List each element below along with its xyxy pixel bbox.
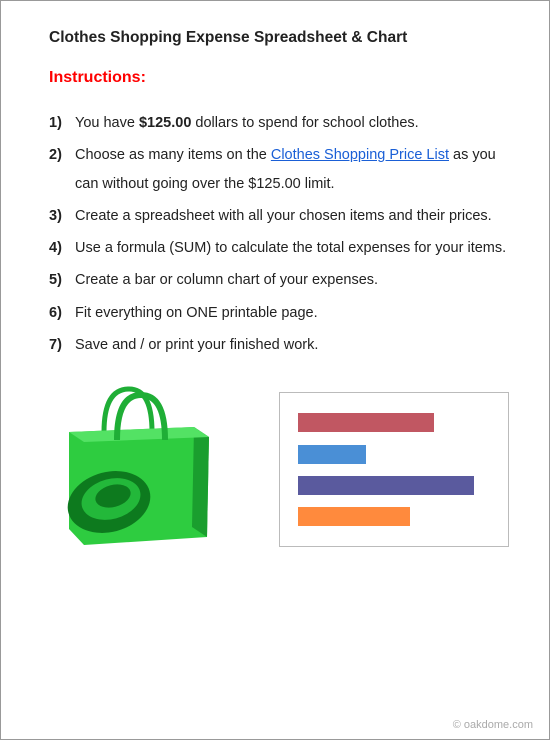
bag-side: [192, 427, 209, 537]
chart-bar-1: [298, 413, 434, 432]
instruction-list: You have $125.00 dollars to spend for sc…: [49, 109, 509, 359]
page-title: Clothes Shopping Expense Spreadsheet & C…: [49, 29, 509, 47]
expense-bar-chart: [279, 392, 509, 547]
step-1: You have $125.00 dollars to spend for sc…: [49, 109, 509, 137]
step-1-text-a: You have: [75, 115, 139, 131]
illustration-row: [49, 377, 509, 547]
step-2: Choose as many items on the Clothes Shop…: [49, 141, 509, 198]
chart-bar-4: [298, 507, 410, 526]
step-7: Save and / or print your finished work.: [49, 331, 509, 359]
price-list-link[interactable]: Clothes Shopping Price List: [271, 147, 449, 163]
credit-text: © oakdome.com: [453, 719, 533, 731]
chart-bar-2: [298, 445, 366, 464]
shopping-bag-icon: [49, 377, 229, 547]
step-3: Create a spreadsheet with all your chose…: [49, 202, 509, 230]
chart-bar-3: [298, 476, 474, 495]
instructions-heading: Instructions:: [49, 69, 509, 87]
step-6: Fit everything on ONE printable page.: [49, 299, 509, 327]
step-2-text-a: Choose as many items on the: [75, 147, 271, 163]
step-1-text-c: dollars to spend for school clothes.: [191, 115, 418, 131]
step-4: Use a formula (SUM) to calculate the tot…: [49, 234, 509, 262]
budget-amount: $125.00: [139, 115, 191, 131]
step-5: Create a bar or column chart of your exp…: [49, 266, 509, 294]
